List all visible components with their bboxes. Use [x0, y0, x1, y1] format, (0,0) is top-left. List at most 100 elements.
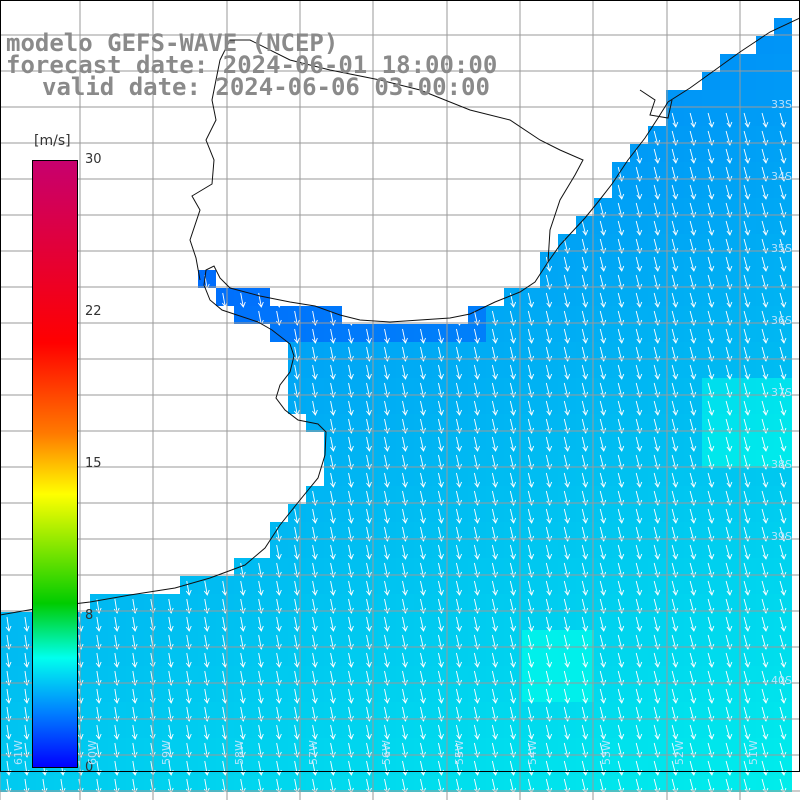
wind-cell	[720, 270, 738, 288]
wind-cell	[216, 774, 234, 792]
wind-arrow	[312, 364, 318, 380]
wind-cell	[396, 414, 414, 432]
wind-cell	[432, 720, 450, 738]
wind-cell	[486, 396, 504, 414]
wind-cell	[306, 702, 324, 720]
wind-cell	[324, 360, 342, 378]
wind-cell	[576, 414, 594, 432]
wind-cell	[522, 288, 540, 306]
wind-cell	[720, 594, 738, 612]
wind-arrow	[599, 544, 607, 560]
wind-cell	[756, 540, 774, 558]
wind-cell	[702, 144, 720, 162]
wind-cell	[540, 648, 558, 666]
wind-cell	[378, 522, 396, 540]
wind-cell	[612, 288, 630, 306]
wind-cell	[486, 432, 504, 450]
wind-arrow	[348, 364, 354, 380]
wind-arrow	[653, 688, 661, 704]
wind-cell	[666, 450, 684, 468]
wind-cell	[252, 594, 270, 612]
wind-cell	[234, 630, 252, 648]
wind-cell	[342, 558, 360, 576]
wind-arrow	[743, 400, 751, 416]
wind-cell	[720, 558, 738, 576]
wind-cell	[378, 414, 396, 432]
wind-arrow	[671, 148, 679, 164]
wind-cell	[396, 648, 414, 666]
wind-arrow	[5, 616, 12, 632]
wind-cell	[396, 432, 414, 450]
wind-cell	[90, 648, 108, 666]
wind-cell	[540, 522, 558, 540]
wind-arrow	[761, 688, 769, 704]
wind-cell	[324, 486, 342, 504]
wind-arrow	[330, 616, 336, 632]
wind-cell	[396, 612, 414, 630]
wind-cell	[126, 648, 144, 666]
wind-cell	[306, 486, 324, 504]
wind-arrow	[294, 652, 300, 668]
wind-cell	[612, 576, 630, 594]
wind-arrow	[509, 580, 517, 596]
wind-arrow	[671, 688, 679, 704]
wind-arrow	[635, 508, 643, 524]
wind-cell	[540, 270, 558, 288]
wind-arrow	[743, 148, 751, 164]
wind-cell	[540, 630, 558, 648]
wind-cell	[756, 36, 774, 54]
wind-cell	[648, 720, 666, 738]
wind-arrow	[761, 220, 769, 236]
wind-cell	[180, 576, 198, 594]
wind-cell	[756, 270, 774, 288]
wind-cell	[594, 342, 612, 360]
wind-arrow	[239, 292, 246, 308]
wind-cell	[720, 486, 738, 504]
wind-cell	[324, 774, 342, 792]
colorbar-tick-0: 0	[85, 760, 94, 775]
wind-arrow	[635, 184, 643, 200]
wind-cell	[306, 378, 324, 396]
wind-cell	[702, 288, 720, 306]
wind-arrow	[203, 688, 210, 704]
wind-arrow	[545, 256, 553, 272]
wind-cell	[702, 360, 720, 378]
wind-cell	[612, 342, 630, 360]
wind-arrow	[761, 652, 769, 668]
wind-arrow	[779, 112, 787, 128]
wind-cell	[342, 324, 360, 342]
wind-cell	[450, 666, 468, 684]
wind-cell	[630, 450, 648, 468]
wind-arrow	[384, 616, 390, 632]
wind-cell	[198, 594, 216, 612]
wind-cell	[648, 594, 666, 612]
wind-cell	[414, 360, 432, 378]
wind-arrow	[563, 580, 571, 596]
wind-arrow	[779, 472, 787, 488]
wind-arrow	[473, 652, 481, 668]
wind-arrow	[294, 724, 300, 740]
wind-cell	[504, 738, 522, 756]
wind-cell	[756, 234, 774, 252]
wind-arrow	[581, 472, 589, 488]
wind-cell	[414, 648, 432, 666]
wind-cell	[324, 702, 342, 720]
wind-arrow	[617, 652, 625, 668]
wind-cell	[738, 360, 756, 378]
wind-arrow	[455, 400, 462, 416]
wind-cell	[756, 126, 774, 144]
wind-arrow	[330, 436, 336, 452]
wind-cell	[450, 684, 468, 702]
wind-cell	[126, 612, 144, 630]
wind-arrow	[707, 508, 715, 524]
wind-cell	[378, 396, 396, 414]
wind-cell	[666, 756, 684, 774]
wind-arrow	[348, 652, 354, 668]
wind-cell	[648, 468, 666, 486]
wind-arrow	[761, 364, 769, 380]
wind-cell	[738, 288, 756, 306]
wind-arrow	[707, 112, 715, 128]
wind-cell	[378, 504, 396, 522]
wind-arrow	[402, 688, 408, 704]
wind-cell	[720, 126, 738, 144]
